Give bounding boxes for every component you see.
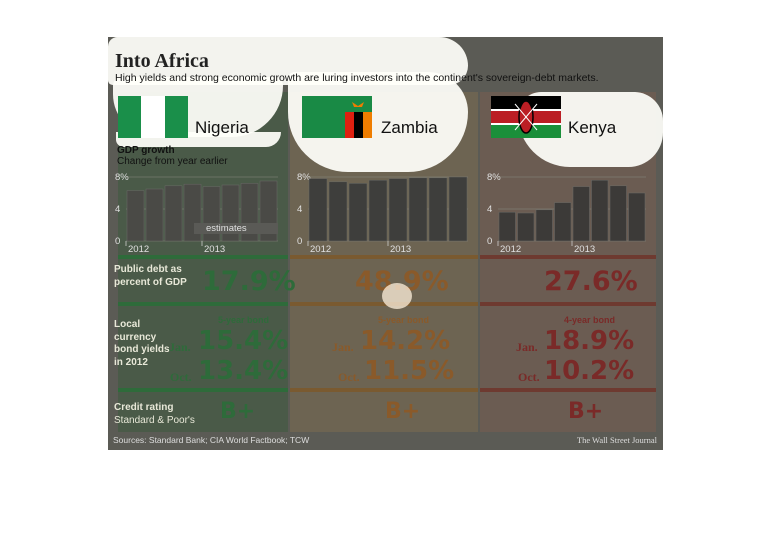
jan-label-kenya: Jan.: [516, 340, 538, 354]
oct-label-kenya: Oct.: [518, 370, 540, 384]
zambia-flag-icon: [302, 96, 372, 138]
x-tick-label: 2012: [500, 244, 521, 255]
country-name-zambia: Zambia: [381, 118, 438, 137]
divider: [480, 302, 656, 306]
gdp-title: GDP growth Change from year earlier: [117, 145, 228, 167]
row-label-rating: Credit rating Standard & Poor's: [114, 402, 204, 427]
gdp-bar: [145, 188, 164, 242]
nigeria-flag-icon: [118, 96, 188, 138]
divider: [118, 255, 288, 259]
rating-source: Standard & Poor's: [114, 414, 195, 426]
gdp-subtitle-text: Change from year earlier: [117, 156, 228, 167]
debt-value-kenya: 27.6%: [544, 266, 638, 297]
country-name-nigeria: Nigeria: [195, 118, 249, 137]
gdp-bar: [535, 209, 553, 242]
y-tick-label: 0: [297, 236, 302, 247]
kenya-flag-icon: [491, 96, 561, 138]
estimates-label: estimates: [206, 223, 247, 234]
infographic: Into Africa High yields and strong econo…: [108, 37, 663, 450]
row-label-debt: Public debt as percent of GDP: [114, 264, 187, 288]
footer-source: Sources: Standard Bank; CIA World Factbo…: [113, 435, 310, 445]
rating-label: Credit rating: [114, 402, 174, 413]
jan-yield-kenya: 18.9%: [544, 326, 635, 356]
y-tick-label: 8%: [297, 172, 311, 183]
y-tick-label: 4: [297, 204, 302, 215]
gdp-chart-zambia: 0 4 8% 2012 2013: [297, 172, 468, 255]
divider: [290, 255, 478, 259]
gdp-bar: [498, 211, 516, 242]
gdp-bar: [126, 190, 145, 242]
gdp-bar: [368, 179, 388, 242]
oct-label-zambia: Oct.: [338, 370, 360, 384]
gdp-bar: [408, 177, 428, 242]
gdp-bar: [348, 183, 368, 242]
y-tick-label: 0: [115, 236, 120, 247]
footer-credit: The Wall Street Journal: [576, 435, 657, 445]
gdp-bar: [308, 178, 328, 242]
divider: [118, 388, 288, 392]
jan-yield-nigeria: 15.4%: [198, 326, 289, 356]
gdp-bar: [448, 176, 468, 242]
gdp-bar: [554, 202, 572, 242]
gdp-chart-kenya: 0 4 8% 2012 2013: [487, 172, 646, 255]
estimates-box: [194, 223, 278, 234]
divider: [480, 255, 656, 259]
oct-yield-zambia: 11.5%: [364, 356, 455, 386]
x-tick-label: 2013: [574, 244, 595, 255]
divider: [290, 302, 478, 306]
gdp-bar: [591, 179, 609, 242]
gdp-bar: [388, 178, 408, 242]
y-tick-label: 0: [487, 236, 492, 247]
gdp-bar: [328, 181, 348, 242]
jan-label-nigeria: Jan.: [169, 340, 191, 354]
bond-type-nigeria: 5-year bond: [218, 315, 270, 325]
x-tick-label: 2013: [390, 244, 411, 255]
debt-value-nigeria: 17.9%: [202, 266, 296, 297]
bond-type-kenya: 4-year bond: [564, 315, 616, 325]
jan-label-zambia: Jan.: [332, 340, 354, 354]
y-tick-label: 8%: [487, 172, 501, 183]
oct-yield-kenya: 10.2%: [544, 356, 635, 386]
column-nigeria: [118, 92, 288, 432]
gdp-bar: [517, 212, 535, 242]
bond-type-zambia: 5-year bond: [378, 315, 430, 325]
gdp-bar: [628, 192, 646, 242]
x-tick-label: 2012: [310, 244, 331, 255]
jan-yield-zambia: 14.2%: [360, 326, 451, 356]
x-tick-label: 2012: [128, 244, 149, 255]
gdp-chart-nigeria: 0 4 8% estimates 2012 2013: [115, 172, 278, 255]
x-tick-label: 2013: [204, 244, 225, 255]
row-label-yields: Local currency bond yields in 2012: [114, 319, 170, 368]
gdp-title-text: GDP growth: [117, 145, 175, 156]
gdp-bar: [609, 185, 627, 242]
gdp-bar: [164, 185, 183, 242]
rating-zambia: B+: [385, 399, 421, 424]
oct-label-nigeria: Oct.: [170, 370, 192, 384]
page-subtitle: High yields and strong economic growth a…: [115, 72, 599, 84]
country-name-kenya: Kenya: [568, 118, 617, 137]
cursor-highlight: [382, 283, 412, 309]
gdp-bar: [572, 186, 590, 242]
divider: [118, 302, 288, 306]
y-tick-label: 4: [487, 204, 492, 215]
y-tick-label: 8%: [115, 172, 129, 183]
oct-yield-nigeria: 13.4%: [198, 356, 289, 386]
rating-kenya: B+: [568, 399, 604, 424]
divider: [480, 388, 656, 392]
gdp-bar: [428, 177, 448, 242]
rating-nigeria: B+: [220, 399, 256, 424]
page-title: Into Africa: [115, 50, 209, 72]
y-tick-label: 4: [115, 204, 120, 215]
divider: [290, 388, 478, 392]
